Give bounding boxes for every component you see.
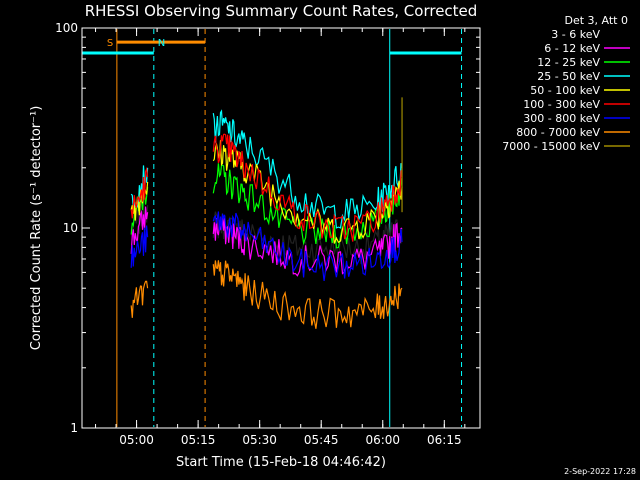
series-line <box>130 260 403 329</box>
legend-entry-label: 800 - 7000 keV <box>516 126 600 139</box>
legend-header: Det 3, Att 0 <box>565 14 629 27</box>
annotation-label: N <box>158 38 165 49</box>
legend-entry-label: 12 - 25 keV <box>537 56 600 69</box>
plot-frame <box>81 27 481 429</box>
legend-entry-label: 50 - 100 keV <box>530 84 600 97</box>
legend-entry-label: 100 - 300 keV <box>523 98 600 111</box>
y-tick-label: 1 <box>70 421 78 435</box>
series-line <box>130 206 403 277</box>
series-layer <box>130 97 403 329</box>
x-tick-label: 05:30 <box>242 433 277 447</box>
annotation-label: S <box>107 38 113 49</box>
y-tick-label: 10 <box>63 221 78 235</box>
footer-timestamp: 2-Sep-2022 17:28 <box>564 467 636 476</box>
x-tick-label: 06:00 <box>365 433 400 447</box>
markers-layer <box>116 29 463 427</box>
x-tick-label: 05:15 <box>181 433 216 447</box>
y-tick-label: 100 <box>55 21 78 35</box>
legend-entry-label: 25 - 50 keV <box>537 70 600 83</box>
series-line <box>130 133 403 242</box>
y-axis-label: Corrected Count Rate (s⁻¹ detector⁻¹) <box>29 106 44 351</box>
series-line <box>130 109 403 229</box>
x-tick-label: 05:45 <box>304 433 339 447</box>
x-axis-label: Start Time (15-Feb-18 04:46:42) <box>176 455 386 470</box>
axes-layer: 05:00 05:15 05:30 05:45 06:00 06:15 1 10 100 <box>55 21 480 447</box>
legend-entry-label: 6 - 12 keV <box>544 42 600 55</box>
series-line <box>130 211 403 281</box>
legend-entry-label: 7000 - 15000 keV <box>502 140 600 153</box>
legend-entry-label: 3 - 6 keV <box>551 28 600 41</box>
x-tick-label: 06:15 <box>427 433 462 447</box>
x-tick-label: 05:00 <box>119 433 154 447</box>
chart-title: RHESSI Observing Summary Count Rates, Co… <box>85 2 478 20</box>
legend-entry-label: 300 - 800 keV <box>523 112 600 125</box>
